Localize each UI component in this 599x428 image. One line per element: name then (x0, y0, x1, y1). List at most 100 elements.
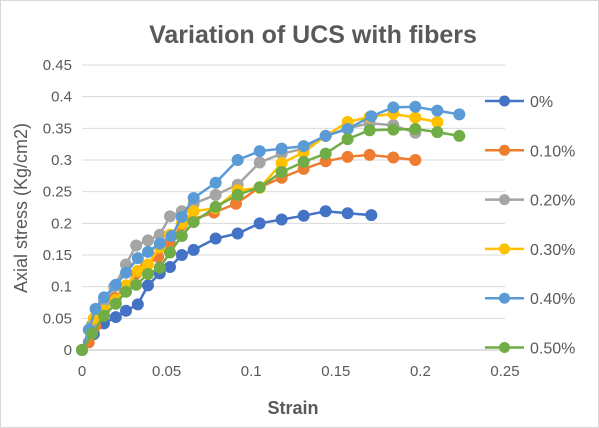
data-point (231, 188, 244, 201)
data-point (131, 252, 144, 265)
data-point (387, 151, 400, 164)
series-1 (76, 148, 422, 356)
data-point (409, 111, 422, 124)
data-point (175, 211, 188, 223)
data-point (109, 311, 122, 324)
data-point (431, 126, 444, 139)
data-point (297, 140, 310, 153)
chart-title: Variation of UCS with fibers (149, 21, 477, 49)
data-point (109, 278, 122, 291)
legend-item: 0% (485, 94, 553, 111)
data-point (76, 344, 88, 356)
data-point (163, 246, 176, 259)
legend-label: 0.20% (530, 193, 575, 210)
data-point (130, 278, 143, 291)
data-point (153, 261, 166, 274)
legend-label: 0.10% (530, 143, 575, 160)
data-point (119, 266, 132, 279)
data-point (141, 268, 154, 280)
data-point (209, 200, 222, 213)
data-point (231, 154, 244, 166)
data-point (275, 213, 288, 226)
data-point (297, 209, 310, 222)
data-point (453, 108, 466, 121)
data-point (409, 122, 422, 135)
data-point (119, 304, 132, 317)
legend-item: 0.30% (485, 242, 575, 259)
data-point (275, 142, 288, 155)
y-tick-label: 0.15 (43, 247, 72, 264)
x-axis-title: Strain (267, 398, 318, 418)
series-line (80, 105, 460, 351)
data-point (175, 230, 188, 242)
data-point (163, 210, 176, 223)
data-point (109, 297, 122, 310)
legend-item: 0.20% (485, 193, 575, 210)
legend-marker (499, 95, 510, 107)
x-tick-label: 0.2 (410, 363, 431, 380)
data-point (163, 261, 176, 274)
legend-marker (499, 342, 510, 353)
data-point (409, 100, 422, 113)
legend-label: 0.30% (530, 242, 575, 259)
x-tick-label: 0.1 (241, 363, 262, 380)
data-point (319, 205, 332, 218)
data-point (97, 309, 110, 322)
data-point (431, 104, 444, 117)
data-point (253, 156, 266, 169)
x-tick-label: 0.25 (490, 363, 519, 380)
data-point (130, 239, 143, 252)
legend-label: 0.40% (530, 291, 575, 308)
data-point (89, 302, 102, 315)
legend-item: 0.10% (485, 143, 575, 160)
legend-label: 0.50% (530, 341, 575, 358)
series-5 (76, 122, 466, 356)
data-point (319, 129, 332, 142)
data-point (141, 234, 154, 247)
data-point (209, 176, 222, 189)
data-point (365, 209, 378, 222)
legend-marker (499, 292, 510, 304)
data-point (387, 101, 400, 114)
data-point (187, 243, 200, 256)
x-tick-label: 0 (78, 363, 86, 380)
data-point (253, 145, 266, 158)
data-point (275, 166, 288, 179)
data-point (187, 192, 200, 204)
data-point (253, 181, 266, 194)
data-point (453, 129, 466, 142)
x-tick-label: 0.05 (152, 363, 181, 380)
data-point (175, 249, 188, 261)
y-tick-label: 0.25 (43, 184, 72, 201)
data-point (141, 245, 154, 258)
data-point (97, 291, 110, 304)
data-point (319, 147, 332, 160)
data-point (341, 207, 354, 220)
legend-marker (499, 144, 510, 156)
data-point (187, 216, 200, 229)
legend-marker (499, 243, 510, 255)
data-point (253, 217, 266, 230)
y-axis-tick-labels: 0 0.05 0.1 0.15 0.2 0.25 0.3 0.35 0.4 0.45 (43, 57, 72, 359)
data-point (341, 150, 354, 163)
y-tick-label: 0.1 (51, 279, 72, 296)
series-layer (76, 100, 466, 356)
data-point (431, 116, 444, 128)
data-point (165, 230, 178, 242)
data-point (187, 205, 200, 218)
data-point (231, 227, 244, 240)
data-point (86, 327, 99, 340)
y-tick-label: 0 (64, 342, 72, 359)
data-point (297, 155, 310, 168)
data-point (209, 232, 222, 245)
data-point (409, 154, 422, 166)
legend-marker (499, 194, 510, 206)
y-tick-label: 0.2 (51, 215, 72, 232)
series-line (80, 127, 460, 351)
y-tick-label: 0.45 (43, 57, 72, 74)
legend-item: 0.50% (485, 341, 575, 358)
legend-label: 0% (530, 94, 553, 111)
data-point (363, 148, 376, 161)
